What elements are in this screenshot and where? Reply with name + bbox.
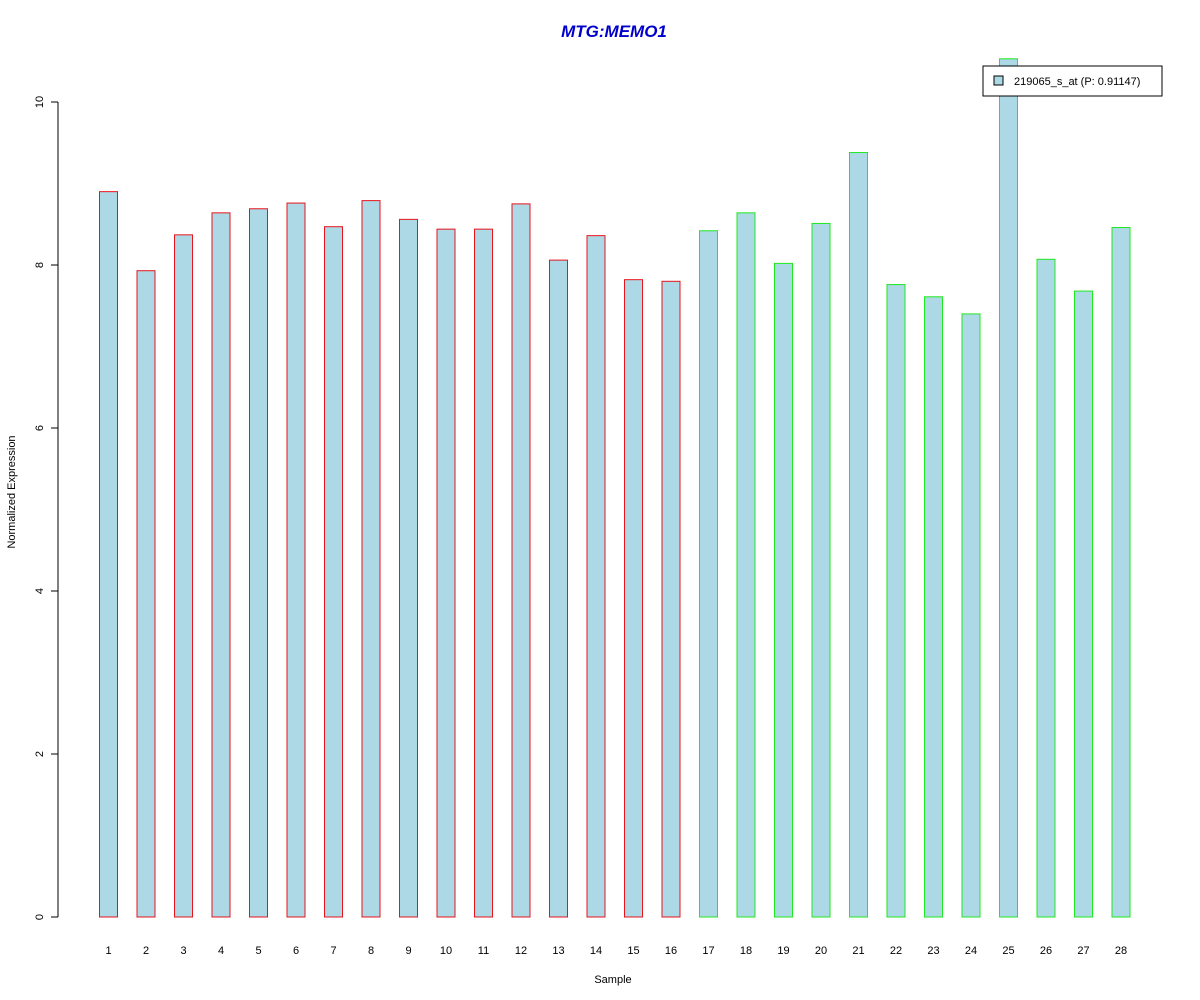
bar <box>999 58 1018 918</box>
x-axis-tick-label: 13 <box>552 945 564 957</box>
bar <box>774 262 793 918</box>
x-axis-tick-label: 25 <box>1002 945 1014 957</box>
x-axis-tick-label: 26 <box>1040 945 1052 957</box>
bar <box>736 212 756 918</box>
chart-title: MTG:MEMO1 <box>561 22 667 41</box>
x-axis-tick-label: 6 <box>293 945 299 957</box>
bar <box>1036 258 1056 918</box>
bars <box>99 58 1131 918</box>
x-axis-tick-label: 8 <box>368 945 374 957</box>
x-axis-label: Sample <box>594 974 631 986</box>
x-axis-tick-label: 23 <box>927 945 939 957</box>
y-axis-tick-label: 0 <box>34 914 46 920</box>
bar <box>361 200 381 918</box>
y-axis: 0 2 4 6 8 10 <box>34 96 59 920</box>
x-axis-tick-label: 3 <box>180 945 186 957</box>
x-axis-tick-label: 22 <box>890 945 902 957</box>
y-axis-tick-label: 4 <box>34 588 46 594</box>
y-axis-tick-label: 10 <box>34 96 46 108</box>
x-axis-tick-label: 1 <box>105 945 111 957</box>
bar <box>211 212 231 918</box>
bar <box>174 234 193 918</box>
x-axis-tick-labels: 1 2 3 4 5 6 7 8 9 10 11 12 13 14 15 16 17 18 19 20 21 22 23 24 2… <box>105 945 1127 957</box>
x-axis-tick-label: 4 <box>218 945 224 957</box>
bar <box>286 202 306 918</box>
legend: 219065_s_at (P: 0.91147) <box>982 65 1163 97</box>
bar <box>324 226 343 918</box>
bar <box>924 296 943 918</box>
y-axis-tick-label: 8 <box>34 262 46 268</box>
bar <box>399 218 418 918</box>
x-axis-tick-label: 27 <box>1077 945 1089 957</box>
y-axis-tick-label: 6 <box>34 425 46 431</box>
x-axis-tick-label: 5 <box>255 945 261 957</box>
x-axis-tick-label: 2 <box>143 945 149 957</box>
x-axis-tick-label: 7 <box>330 945 336 957</box>
x-axis-tick-label: 28 <box>1115 945 1127 957</box>
x-axis-tick-label: 19 <box>777 945 789 957</box>
legend-swatch <box>993 75 1004 86</box>
bar <box>624 279 643 918</box>
x-axis-tick-label: 12 <box>515 945 527 957</box>
legend-label: 219065_s_at (P: 0.91147) <box>1014 76 1140 88</box>
x-axis-tick-label: 24 <box>965 945 977 957</box>
x-axis-tick-label: 10 <box>440 945 452 957</box>
bar <box>136 270 156 918</box>
bar <box>511 203 531 918</box>
bar <box>811 222 831 918</box>
bar <box>849 152 868 918</box>
bar <box>249 208 268 918</box>
x-axis-tick-label: 11 <box>478 945 489 957</box>
bar <box>886 284 906 918</box>
bar <box>586 235 606 918</box>
bar <box>1074 290 1093 918</box>
x-axis-tick-label: 16 <box>665 945 677 957</box>
x-axis-tick-label: 9 <box>405 945 411 957</box>
bar <box>961 313 981 918</box>
bar <box>474 228 493 918</box>
x-axis-tick-label: 21 <box>852 945 864 957</box>
y-axis-tick-label: 2 <box>34 751 46 757</box>
bar <box>661 280 681 918</box>
bar <box>99 191 118 918</box>
y-axis-label: Normalized Expression <box>6 435 18 548</box>
bar <box>699 230 718 918</box>
x-axis-tick-label: 18 <box>740 945 752 957</box>
legend-box <box>982 65 1163 97</box>
x-axis-tick-label: 20 <box>815 945 827 957</box>
x-axis-tick-label: 15 <box>627 945 639 957</box>
bar <box>436 228 456 918</box>
bar <box>549 259 568 918</box>
x-axis-tick-label: 17 <box>702 945 714 957</box>
x-axis-tick-label: 14 <box>590 945 602 957</box>
bar <box>1111 227 1131 918</box>
